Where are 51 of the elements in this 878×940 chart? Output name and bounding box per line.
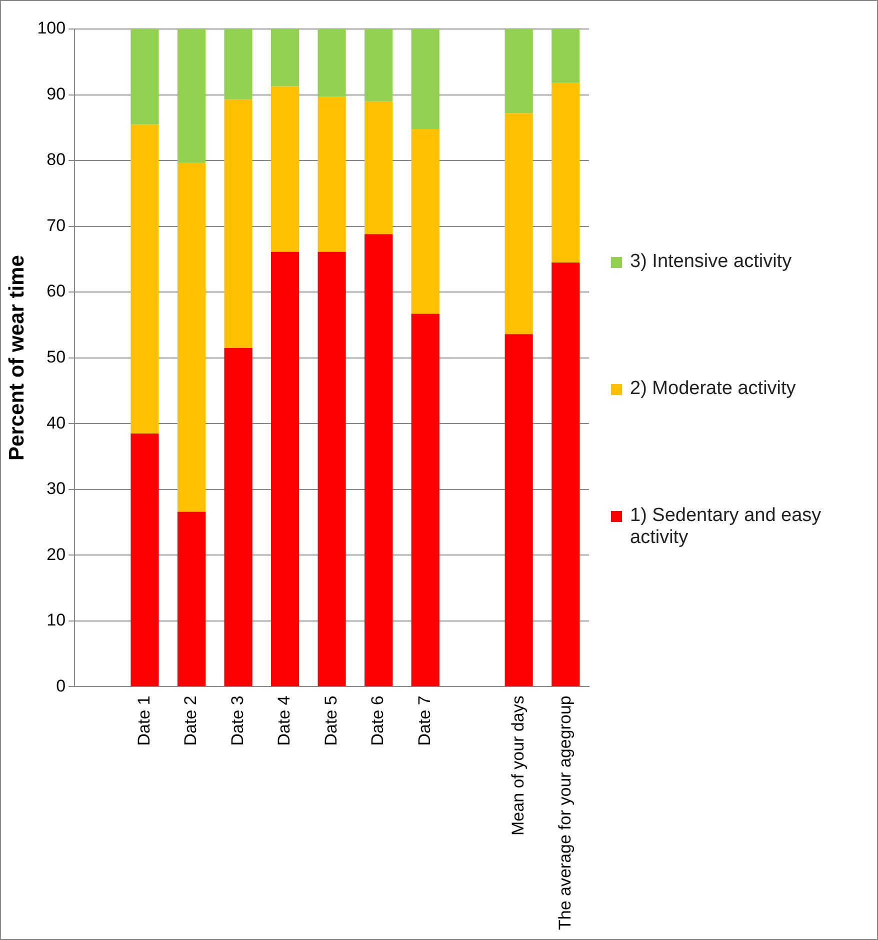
bar bbox=[552, 82, 580, 262]
bar bbox=[318, 252, 346, 686]
bar bbox=[318, 29, 346, 97]
x-tick-label: Date 1 bbox=[134, 696, 154, 746]
x-tick-label: Date 3 bbox=[228, 696, 247, 746]
y-tick-label: 30 bbox=[46, 479, 66, 498]
bar bbox=[224, 99, 252, 348]
bar bbox=[270, 29, 300, 86]
bar bbox=[364, 234, 393, 686]
y-tick-label: 0 bbox=[56, 676, 66, 696]
bar bbox=[504, 334, 533, 686]
x-tick-label: Date 7 bbox=[415, 696, 434, 746]
bar bbox=[177, 512, 206, 686]
bar bbox=[364, 29, 393, 102]
y-tick-label: 40 bbox=[46, 413, 66, 432]
y-tick-label: 90 bbox=[46, 84, 66, 104]
bar bbox=[411, 128, 440, 314]
legend-label: 3) Intensive activity bbox=[630, 251, 792, 273]
y-tick-label: 70 bbox=[46, 216, 66, 235]
bar bbox=[270, 252, 300, 686]
bar bbox=[504, 113, 533, 334]
x-tick-label: Date 4 bbox=[274, 696, 294, 746]
y-tick-label: 60 bbox=[46, 282, 66, 301]
x-tick-label: Date 2 bbox=[181, 696, 200, 746]
bar bbox=[130, 29, 159, 124]
bar bbox=[318, 96, 346, 252]
bar bbox=[270, 86, 300, 252]
bar bbox=[552, 29, 580, 83]
bar bbox=[411, 29, 440, 129]
y-tick-label: 50 bbox=[46, 348, 66, 366]
bar bbox=[177, 162, 206, 512]
x-tick-label: The average for your agegroup bbox=[555, 696, 574, 930]
bar bbox=[130, 433, 159, 686]
bar bbox=[224, 29, 252, 100]
x-tick-label: Date 6 bbox=[368, 696, 388, 746]
legend-label: 1) Sedentary and easy activity bbox=[630, 505, 822, 549]
x-tick-label: Date 5 bbox=[321, 696, 340, 746]
bar bbox=[224, 348, 252, 686]
y-tick-label: 20 bbox=[46, 544, 66, 564]
y-tick-label: 80 bbox=[46, 150, 66, 170]
bar bbox=[504, 29, 533, 114]
y-tick-label: 10 bbox=[46, 610, 66, 630]
x-tick-label: Mean of your days bbox=[508, 696, 528, 836]
bar bbox=[130, 124, 159, 434]
legend-label: 2) Moderate activity bbox=[630, 378, 796, 400]
bar bbox=[552, 262, 580, 686]
y-axis-title: Percent of wear time bbox=[5, 255, 28, 461]
bar bbox=[411, 314, 440, 686]
y-tick-label: 100 bbox=[37, 18, 66, 38]
bar bbox=[177, 29, 206, 162]
bar bbox=[364, 101, 393, 234]
